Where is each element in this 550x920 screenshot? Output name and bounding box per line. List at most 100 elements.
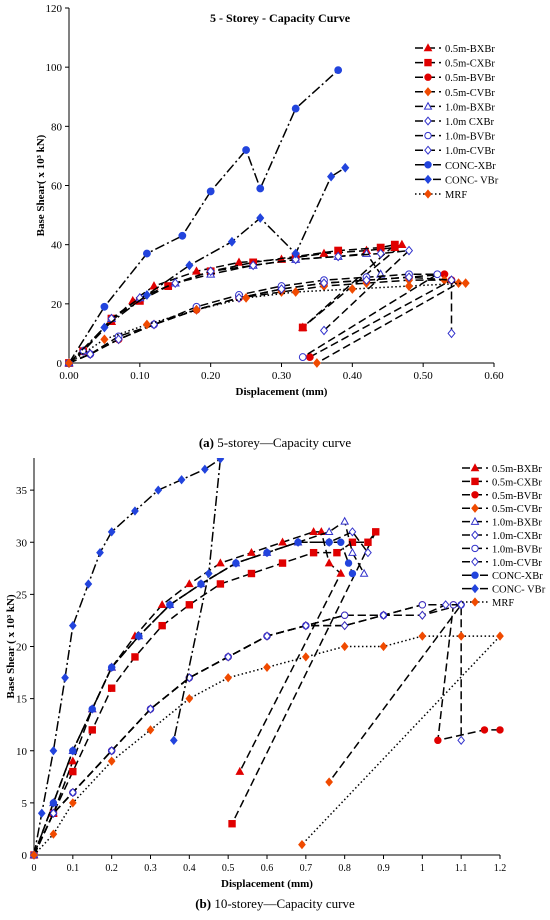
chart-1-x-tick-label: 0.1 bbox=[67, 863, 80, 874]
chart-1-data-point bbox=[372, 528, 380, 536]
chart-0-legend-marker bbox=[423, 101, 433, 110]
chart-1-data-point bbox=[201, 464, 209, 474]
chart-1-y-tick-label: 5 bbox=[22, 798, 28, 810]
chart-1-data-point bbox=[496, 726, 504, 734]
chart-0-data-point bbox=[206, 187, 215, 196]
chart-1-legend-marker bbox=[471, 491, 479, 499]
chart-0-legend-label: 0.5m-CVBr bbox=[445, 88, 495, 99]
chart-0-data-point bbox=[79, 346, 88, 357]
chart-1-series-line bbox=[33, 604, 462, 856]
chart-1-data-point bbox=[359, 568, 369, 577]
chart-1-legend-label: 1.0m-CVBr bbox=[492, 558, 542, 569]
chart-1-data-point bbox=[107, 527, 116, 537]
chart-1-data-point bbox=[235, 766, 245, 775]
chart-1-data-point bbox=[88, 726, 96, 734]
chart-1-data-point bbox=[68, 787, 77, 798]
chart-1-data-point bbox=[131, 653, 139, 661]
chart-0-data-point bbox=[100, 322, 109, 333]
chart-0-series-line bbox=[68, 69, 339, 364]
chart-0-legend-label: CONC- VBr bbox=[445, 175, 499, 186]
chart-1-data-point bbox=[49, 808, 58, 818]
chart-0-legend-label: CONC-XBr bbox=[445, 161, 496, 172]
chart-1-data-point bbox=[49, 799, 58, 807]
chart-0-y-tick-label: 80 bbox=[51, 121, 63, 133]
chart-0-legend: 0.5m-BXBr 0.5m-CXBr 0.5m-BVBr 0.5m-CVBr 1.0m… bbox=[415, 43, 499, 201]
chart-0-x-tick-label: 0.50 bbox=[414, 370, 434, 382]
chart-1-legend-label: 0.5m-BVBr bbox=[492, 491, 542, 502]
chart-1-legend-label: CONC-XBr bbox=[492, 571, 543, 582]
chart-0-series-line bbox=[68, 243, 398, 364]
chart-1-legend-marker bbox=[470, 463, 480, 472]
chart-1-data-point bbox=[107, 684, 116, 692]
chart-0-series-9 bbox=[64, 162, 350, 368]
chart-1-data-point bbox=[418, 610, 427, 620]
chart-0-data-point bbox=[334, 251, 343, 262]
chart-1-data-point bbox=[344, 559, 353, 567]
chart-0-data-point bbox=[397, 239, 407, 249]
chart-1-x-tick-label: 1.1 bbox=[455, 863, 468, 874]
chart-1-data-point bbox=[68, 798, 77, 808]
chart-0-data-point bbox=[291, 104, 300, 113]
chart-0-y-tick-label: 40 bbox=[51, 240, 63, 252]
chart-1-legend: 0.5m-BXBr 0.5m-CXBr 0.5m-BVBr 0.5m-CVBr 1.0m… bbox=[462, 463, 546, 609]
chart-1-legend-marker bbox=[471, 544, 479, 553]
chart-1-data-point bbox=[379, 641, 388, 652]
chart-1-series-4 bbox=[29, 516, 369, 859]
chart-1-x-tick-label: 1 bbox=[420, 863, 425, 874]
caption-a: (a) 5-storey—Capacity curve bbox=[0, 435, 550, 451]
caption-b-label: (b) bbox=[195, 896, 212, 911]
chart-1-series-line bbox=[33, 603, 464, 856]
chart-0-y-tick-label: 20 bbox=[51, 299, 63, 311]
chart-1-data-point bbox=[340, 641, 349, 652]
chart-1-data-point bbox=[298, 839, 306, 850]
chart-1-legend-label: 0.5m-BXBr bbox=[492, 464, 542, 475]
chart-1-series-line bbox=[33, 520, 365, 856]
chart-1-data-point bbox=[154, 485, 163, 495]
chart-0-data-point bbox=[348, 284, 357, 294]
chart-1-legend-marker bbox=[471, 597, 479, 607]
chart-1-legend-marker bbox=[471, 583, 479, 594]
chart-1-data-point bbox=[96, 548, 104, 558]
chart-0-series-4 bbox=[64, 248, 386, 367]
chart-1-data-point bbox=[337, 538, 345, 546]
chart-1-data-point bbox=[418, 631, 427, 641]
chart-0-legend-marker bbox=[424, 189, 432, 199]
chart-0-data-point bbox=[277, 284, 286, 294]
caption-a-text: 5-storey—Capacity curve bbox=[213, 435, 352, 450]
chart-1-legend-label: CONC- VBr bbox=[492, 585, 546, 596]
chart-1-data-point bbox=[434, 736, 442, 745]
chart-1-legend-marker bbox=[471, 503, 479, 513]
chart-1-data-point bbox=[457, 631, 466, 641]
chart-1-data-point bbox=[84, 579, 93, 589]
chart-0-data-point bbox=[234, 257, 244, 266]
chart-1-data-point bbox=[336, 568, 346, 577]
chart-1-data-point bbox=[301, 621, 310, 631]
chart-1-data-point bbox=[107, 663, 116, 672]
chart-1-series-line bbox=[33, 604, 500, 856]
chart-1-x-tick-label: 1.2 bbox=[494, 863, 507, 874]
chart-0-legend-marker bbox=[424, 145, 432, 155]
chart-1-legend-marker bbox=[470, 516, 480, 525]
chart-1-legend-label: 1.0m-BVBr bbox=[492, 544, 542, 555]
chart-1-data-point bbox=[228, 820, 236, 828]
chart-0-y-tick-label: 120 bbox=[46, 3, 63, 15]
chart-0-legend-marker bbox=[424, 58, 432, 67]
chart-1-x-tick-label: 0.6 bbox=[261, 863, 274, 874]
chart-0-data-point bbox=[206, 266, 215, 277]
chart-1-data-point bbox=[379, 610, 388, 620]
capacity-chart-5-storey: 0 20 40 60 80 100 120 0.00 0.10 0.20 0.30 0.40 0.50 0… bbox=[35, 3, 504, 398]
chart-0-x-tick-label: 0.40 bbox=[343, 370, 363, 382]
chart-0-data-point bbox=[447, 328, 456, 339]
chart-1-data-point bbox=[263, 662, 271, 672]
chart-1-data-point bbox=[247, 569, 256, 578]
chart-1-legend-label: 1.0m-BXBr bbox=[492, 518, 542, 529]
chart-1-data-point bbox=[69, 767, 77, 776]
chart-1-legend-label: 0.5m-CXBr bbox=[492, 477, 542, 488]
chart-1-data-point bbox=[247, 547, 256, 556]
chart-0-data-point bbox=[376, 248, 385, 259]
chart-1-data-point bbox=[69, 747, 77, 755]
chart-0-legend-label: 1.0m CXBr bbox=[445, 117, 495, 128]
chart-0-data-point bbox=[86, 349, 95, 359]
chart-1-data-point bbox=[340, 621, 349, 631]
chart-0-data-point bbox=[143, 249, 151, 258]
